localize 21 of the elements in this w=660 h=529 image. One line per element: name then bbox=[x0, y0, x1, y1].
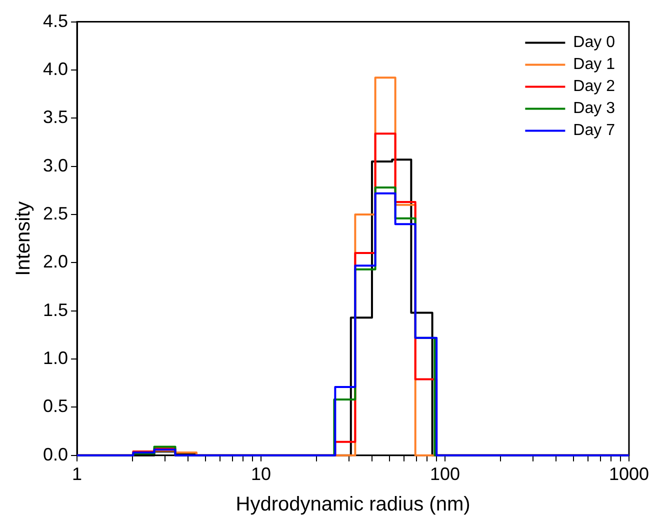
x-tick-label: 10 bbox=[250, 464, 272, 484]
y-tick-label: 0.0 bbox=[42, 444, 68, 464]
x-axis-title: Hydrodynamic radius (nm) bbox=[236, 494, 470, 516]
y-tick-label: 1.5 bbox=[42, 300, 68, 320]
y-tick-label: 2.0 bbox=[42, 252, 68, 272]
legend-label: Day 1 bbox=[573, 56, 616, 74]
y-axis-title: Intensity bbox=[12, 201, 35, 276]
legend-label: Day 0 bbox=[573, 34, 616, 52]
legend-label: Day 7 bbox=[573, 122, 616, 140]
y-tick-label: 2.5 bbox=[42, 203, 68, 224]
y-tick-label: 4.0 bbox=[42, 58, 68, 79]
legend-label: Day 3 bbox=[573, 100, 616, 118]
y-tick-label: 1.0 bbox=[42, 348, 68, 368]
y-tick-label: 3.0 bbox=[42, 155, 68, 176]
y-tick-label: 3.5 bbox=[42, 107, 68, 128]
x-tick-label: 100 bbox=[430, 464, 460, 484]
y-tick-label: 4.5 bbox=[42, 10, 68, 31]
x-tick-label: 1000 bbox=[608, 464, 649, 484]
x-tick-label: 1 bbox=[72, 464, 82, 484]
y-tick-label: 0.5 bbox=[42, 396, 68, 416]
legend-label: Day 2 bbox=[573, 78, 616, 96]
